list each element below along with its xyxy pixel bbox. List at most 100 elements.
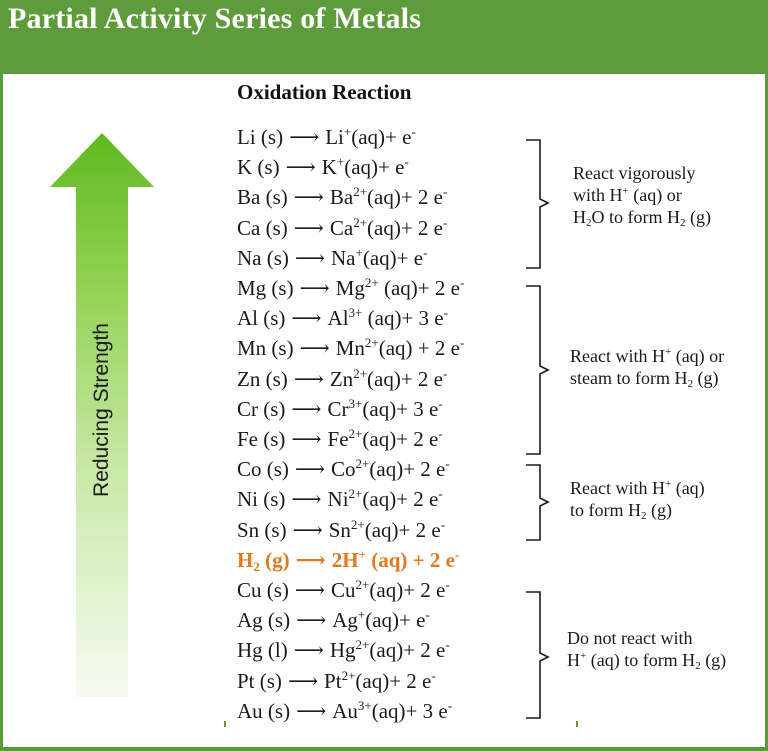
electrons: + 2 e — [398, 517, 441, 542]
note-text: React vigorously — [573, 163, 696, 183]
reactant: H2 (g) — [237, 547, 290, 573]
ion-charge: + — [336, 154, 345, 170]
electron-charge: - — [438, 426, 443, 441]
product-state: (aq) — [365, 547, 408, 572]
product-ion: Mn — [335, 336, 365, 361]
group-brace-3 — [526, 464, 550, 541]
electron-charge: - — [423, 244, 428, 260]
electron-charge: - — [443, 214, 448, 230]
electron-charge: - — [411, 124, 416, 139]
product-state: (aq) — [369, 457, 404, 482]
note-text: to form H — [570, 500, 641, 520]
product-ion: Li — [325, 125, 344, 149]
note-line: React vigorously — [573, 162, 711, 184]
product-ion: Cr — [327, 396, 349, 421]
note-line: Do not react with — [567, 627, 726, 649]
up-arrow-icon — [50, 133, 154, 697]
bottom-tick-left — [224, 721, 226, 727]
reaction-arrow-icon: ⟶ — [291, 396, 322, 421]
product-ion: Al — [327, 306, 349, 331]
reaction-arrow-icon: ⟶ — [294, 245, 326, 270]
reaction-arrow-icon: ⟶ — [285, 155, 316, 180]
product-ion: Ag — [332, 608, 358, 633]
electrons: + e — [385, 125, 412, 149]
electrons: + e — [399, 608, 426, 633]
electron-charge: - — [404, 154, 409, 170]
electrons: + 2 e — [403, 578, 446, 602]
product-ion: Mg — [335, 276, 365, 300]
group-note-1: React vigorously with H+ (aq) or H2O to fo… — [573, 162, 711, 229]
reaction-row: Zn (s) ⟶ Zn2+(aq)+ 2 e- — [237, 364, 447, 394]
reaction-row: Na (s) ⟶ Na+(aq)+ e- — [237, 243, 427, 273]
product-state: (aq) — [362, 396, 397, 421]
ion-charge: 2+ — [348, 426, 363, 441]
electron-charge: - — [459, 275, 465, 290]
reactant: Hg (l) — [237, 638, 288, 663]
note-text: (aq) to form H — [586, 650, 696, 670]
reaction-row: K (s) ⟶ K+(aq)+ e- — [237, 152, 409, 182]
electrons: + 3 e — [396, 396, 439, 421]
electron-charge: - — [459, 335, 465, 351]
ion-charge: 2+ — [350, 516, 365, 532]
electrons: + 2 e — [403, 457, 446, 482]
reaction-arrow-icon: ⟶ — [291, 427, 322, 451]
electron-charge: - — [445, 637, 450, 653]
product-state: (aq) — [378, 276, 418, 300]
reactant: Ag (s) — [237, 608, 291, 633]
ion-charge: 2+ — [353, 365, 368, 381]
product-state: (aq) — [378, 336, 413, 361]
electron-charge: - — [445, 456, 450, 472]
electrons: + 2 e — [412, 336, 460, 361]
note-line: React with H+ (aq) — [570, 477, 705, 499]
reactant: Sn (s) — [237, 517, 287, 542]
product-state: (aq) — [371, 698, 406, 723]
note-text: steam to form H — [570, 368, 688, 388]
reactant: Li (s) — [237, 125, 284, 149]
reactant: Ni (s) — [237, 487, 286, 512]
reaction-row: Cr (s) ⟶ Cr3+(aq)+ 3 e- — [237, 394, 443, 424]
reactant: Na (s) — [237, 245, 289, 270]
reaction-row: Ag (s) ⟶ Ag+(aq)+ e- — [237, 605, 430, 635]
ion-charge: 2+ — [355, 456, 370, 472]
electron-charge: - — [425, 607, 430, 623]
reaction-row: Fe (s) ⟶ Fe2+(aq)+ 2 e- — [237, 424, 443, 454]
reactant: Mn (s) — [237, 336, 294, 361]
page-title: Partial Activity Series of Metals — [8, 2, 422, 35]
reactant: Au (s) — [237, 698, 291, 723]
note-subscript: 2 — [695, 660, 701, 672]
reaction-row: Hg (l) ⟶ Hg2+(aq)+ 2 e- — [237, 635, 450, 665]
reaction-arrow-icon: ⟶ — [293, 366, 324, 391]
electron-charge: - — [431, 667, 436, 683]
reactant: Mg (s) — [237, 276, 294, 300]
electrons: + e — [378, 155, 405, 180]
reactant-symbol: H — [237, 547, 254, 572]
ion-charge: 2+ — [355, 637, 370, 653]
product-state: (aq) — [364, 517, 399, 542]
group-brace-4 — [526, 591, 550, 719]
reaction-row: Ca (s) ⟶ Ca2+(aq)+ 2 e- — [237, 213, 447, 243]
note-subscript: 2 — [687, 378, 693, 390]
product-ion: Sn — [328, 517, 351, 542]
electron-charge: - — [445, 577, 450, 592]
note-text: (aq) or — [628, 185, 682, 205]
product-ion: Ba — [329, 185, 354, 210]
reaction-row: Mn (s) ⟶ Mn2+(aq) + 2 e- — [237, 333, 464, 363]
column-heading: Oxidation Reaction — [237, 80, 412, 104]
note-subscript: 2 — [641, 510, 647, 522]
product-ion: Na — [331, 245, 356, 270]
reaction-arrow-icon: ⟶ — [293, 215, 324, 240]
ion-charge: 2+ — [364, 335, 379, 351]
electron-charge: - — [447, 697, 453, 713]
reaction-arrow-icon: ⟶ — [291, 487, 322, 512]
product-state: (aq) — [362, 245, 397, 270]
product-ion: K — [321, 155, 337, 180]
electrons: + 2 e — [389, 668, 432, 693]
reaction-arrow-icon: ⟶ — [299, 276, 330, 300]
group-brace-2 — [526, 285, 550, 455]
product-state: (aq) — [367, 185, 401, 210]
note-line: H+ (aq) to form H2 (g) — [567, 649, 726, 672]
reaction-arrow-icon: ⟶ — [296, 608, 327, 633]
reactant-state: (g) — [259, 547, 290, 572]
